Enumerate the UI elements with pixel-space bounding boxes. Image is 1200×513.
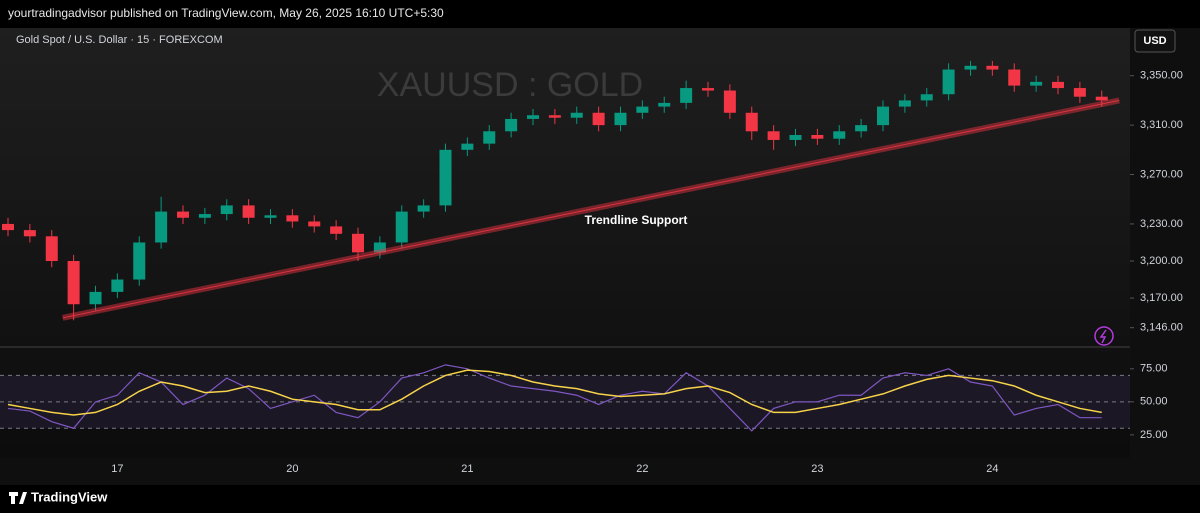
brand-name: TradingView (31, 489, 108, 504)
candle-body (614, 112, 627, 126)
candle-body (1030, 81, 1043, 86)
candle-body (658, 102, 671, 107)
candle-body (330, 226, 343, 234)
candle-body (242, 205, 255, 218)
trendline-label: Trendline Support (585, 213, 688, 227)
x-tick-label: 21 (461, 463, 473, 475)
candle-body (1052, 81, 1064, 89)
candle-body (570, 112, 583, 118)
y-tick-label: 75.00 (1140, 363, 1168, 375)
candle-body (1073, 88, 1086, 97)
candle-body (133, 242, 146, 280)
watermark: XAUUSD : GOLD (377, 66, 643, 104)
candle-body (942, 69, 955, 95)
candle-body (89, 291, 102, 305)
candle-body (352, 233, 364, 253)
candle-body (964, 65, 977, 70)
brand-logo (9, 492, 27, 504)
candle-body (855, 125, 868, 132)
candle-body (767, 131, 780, 140)
y-tick-label: 3,310.00 (1140, 119, 1183, 131)
published-line: yourtradingadvisor published on TradingV… (8, 6, 444, 20)
alert-icon[interactable] (1094, 326, 1114, 346)
candle-body (483, 131, 496, 144)
candle-body (395, 211, 408, 243)
currency-label: USD (1143, 35, 1166, 47)
candle-body (198, 214, 211, 218)
x-tick-label: 17 (111, 463, 123, 475)
currency-button[interactable] (1134, 29, 1176, 53)
candle-body (373, 242, 386, 253)
candle-body (548, 115, 561, 118)
candle-body (45, 236, 58, 261)
candle-body (680, 88, 693, 103)
candle-body (2, 223, 14, 231)
candle-body (1008, 69, 1021, 86)
candle-body (23, 230, 36, 237)
candle-body (592, 112, 605, 126)
x-tick-label: 23 (811, 463, 823, 475)
candle-body (811, 135, 824, 139)
candle-body (111, 279, 124, 292)
candle-body (67, 261, 80, 305)
y-tick-label: 3,350.00 (1140, 70, 1183, 82)
candle-body (636, 106, 649, 113)
y-tick-label: 3,170.00 (1140, 292, 1183, 304)
candle-body (308, 221, 321, 227)
y-tick-label: 3,270.00 (1140, 168, 1183, 180)
trendline (62, 99, 1120, 319)
top-bar (0, 0, 1200, 28)
candle-body (789, 135, 802, 140)
footer-bar (0, 485, 1200, 513)
plot-background (0, 28, 1130, 458)
candle-body (527, 115, 539, 119)
x-tick-label: 22 (636, 463, 648, 475)
candle-body (155, 211, 168, 243)
price-axis-background (1130, 28, 1200, 485)
candle-body (702, 88, 714, 91)
candle-body (264, 215, 277, 218)
x-tick-label: 24 (986, 463, 998, 475)
candle-body (417, 205, 430, 212)
series-line (7, 364, 1102, 432)
candle-body (986, 65, 999, 70)
candle-body (745, 112, 758, 132)
candle-body (1095, 96, 1108, 101)
candle-body (898, 100, 911, 107)
y-tick-label: 3,146.00 (1140, 322, 1183, 334)
candle-body (461, 143, 474, 150)
y-tick-label: 25.00 (1140, 429, 1168, 441)
candle-body (920, 94, 933, 101)
candle-body (723, 90, 736, 113)
candle-body (505, 118, 518, 132)
alert-icon-bolt (1099, 329, 1107, 344)
candle-body (220, 205, 233, 215)
candle-body (833, 131, 846, 139)
time-axis-background (0, 458, 1130, 485)
y-tick-label: 50.00 (1140, 396, 1168, 408)
y-tick-label: 3,200.00 (1140, 255, 1183, 267)
candle-body (877, 106, 889, 126)
series-line (7, 369, 1102, 416)
candle-body (439, 149, 452, 206)
y-tick-label: 3,230.00 (1140, 218, 1183, 230)
candle-body (286, 215, 299, 222)
x-tick-label: 20 (286, 463, 298, 475)
symbol-title: Gold Spot / U.S. Dollar · 15 · FOREXCOM (16, 34, 223, 46)
candle-body (177, 211, 189, 218)
